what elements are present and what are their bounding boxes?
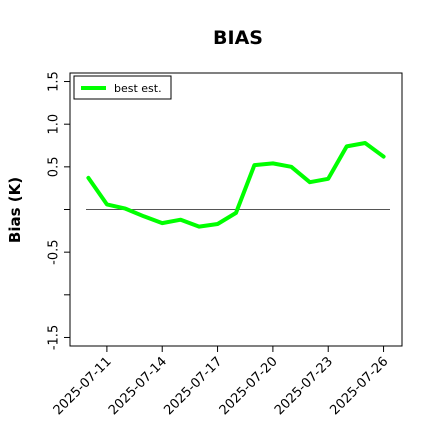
y-tick-label: -0.5: [47, 239, 62, 264]
legend-box: [73, 75, 172, 100]
x-tick-label: 2025-07-11: [51, 354, 115, 418]
y-axis-label: Bias (K): [6, 177, 24, 243]
y-axis-ticks: -1.5 -0.5 0.5 1.0 1.5: [47, 71, 70, 350]
x-tick-label: 2025-07-17: [161, 354, 225, 418]
x-tick-label: 2025-07-23: [272, 354, 336, 418]
x-axis-ticks: 2025-07-112025-07-142025-07-172025-07-20…: [51, 346, 391, 418]
series-layer: [86, 141, 386, 229]
legend: best est.: [73, 75, 172, 100]
y-tick-label: 1.0: [47, 114, 62, 135]
chart-title: BIAS: [213, 27, 263, 49]
series-line-best-est: [86, 141, 386, 229]
x-tick-label: 2025-07-20: [217, 354, 281, 418]
y-tick-label: 0.5: [47, 157, 62, 178]
y-tick-label: 1.5: [47, 71, 62, 92]
y-tick-label: -1.5: [47, 325, 62, 350]
x-tick-label: 2025-07-26: [327, 354, 391, 418]
x-tick-label: 2025-07-14: [106, 354, 170, 418]
legend-label: best est.: [114, 82, 162, 95]
